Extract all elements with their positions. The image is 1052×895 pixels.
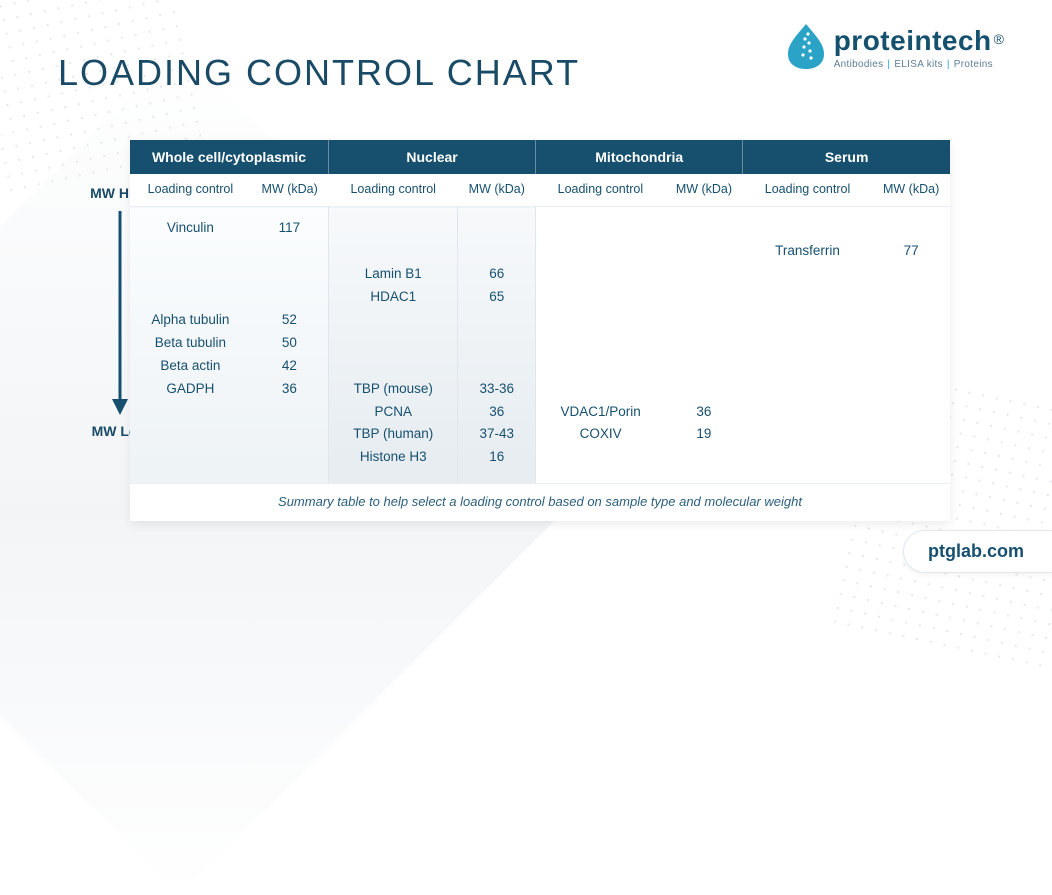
logo-registered: ® (994, 31, 1004, 47)
logo-drop-icon (786, 22, 826, 70)
col-nuclear-mw: 6665 33-363637-4316 (458, 207, 536, 484)
sub-loading-1: Loading control (329, 174, 458, 207)
sub-mw-3: MW (kDa) (872, 174, 950, 207)
sub-mw-2: MW (kDa) (665, 174, 743, 207)
table-caption: Summary table to help select a loading c… (130, 483, 950, 521)
page-title: LOADING CONTROL CHART (58, 52, 580, 94)
logo-brand-text: proteintech (834, 25, 992, 56)
arrow-down-icon (110, 207, 130, 417)
sub-loading-2: Loading control (536, 174, 665, 207)
group-whole: Whole cell/cytoplasmic (130, 140, 329, 174)
url-pill: ptglab.com (903, 530, 1052, 573)
logo-tag-0: Antibodies (834, 59, 884, 70)
group-serum: Serum (743, 140, 950, 174)
loading-control-table: Whole cell/cytoplasmic Nuclear Mitochond… (130, 140, 950, 521)
col-serum-names: Transferrin (743, 207, 872, 484)
sub-loading-0: Loading control (130, 174, 251, 207)
data-row: Vinculin Alpha tubulinBeta tubulinBeta a… (130, 207, 950, 484)
logo-tagline: Antibodies|ELISA kits|Proteins (834, 59, 1004, 70)
logo-tag-1: ELISA kits (894, 59, 943, 70)
col-mito-mw: 3619 (665, 207, 743, 484)
brand-logo: proteintech® Antibodies|ELISA kits|Prote… (786, 22, 1004, 70)
logo-tag-2: Proteins (954, 59, 993, 70)
sub-mw-0: MW (kDa) (251, 174, 329, 207)
col-whole-names: Vinculin Alpha tubulinBeta tubulinBeta a… (130, 207, 251, 484)
col-nuclear-names: Lamin B1HDAC1 TBP (mouse)PCNATBP (human)… (329, 207, 458, 484)
group-mito: Mitochondria (536, 140, 743, 174)
sub-loading-3: Loading control (743, 174, 872, 207)
sub-mw-1: MW (kDa) (458, 174, 536, 207)
group-nuclear: Nuclear (329, 140, 536, 174)
sub-header-row: Loading control MW (kDa) Loading control… (130, 174, 950, 207)
col-mito-names: VDAC1/PorinCOXIV (536, 207, 665, 484)
col-serum-mw: 77 (872, 207, 950, 484)
group-header-row: Whole cell/cytoplasmic Nuclear Mitochond… (130, 140, 950, 174)
col-whole-mw: 117 52504236 (251, 207, 329, 484)
